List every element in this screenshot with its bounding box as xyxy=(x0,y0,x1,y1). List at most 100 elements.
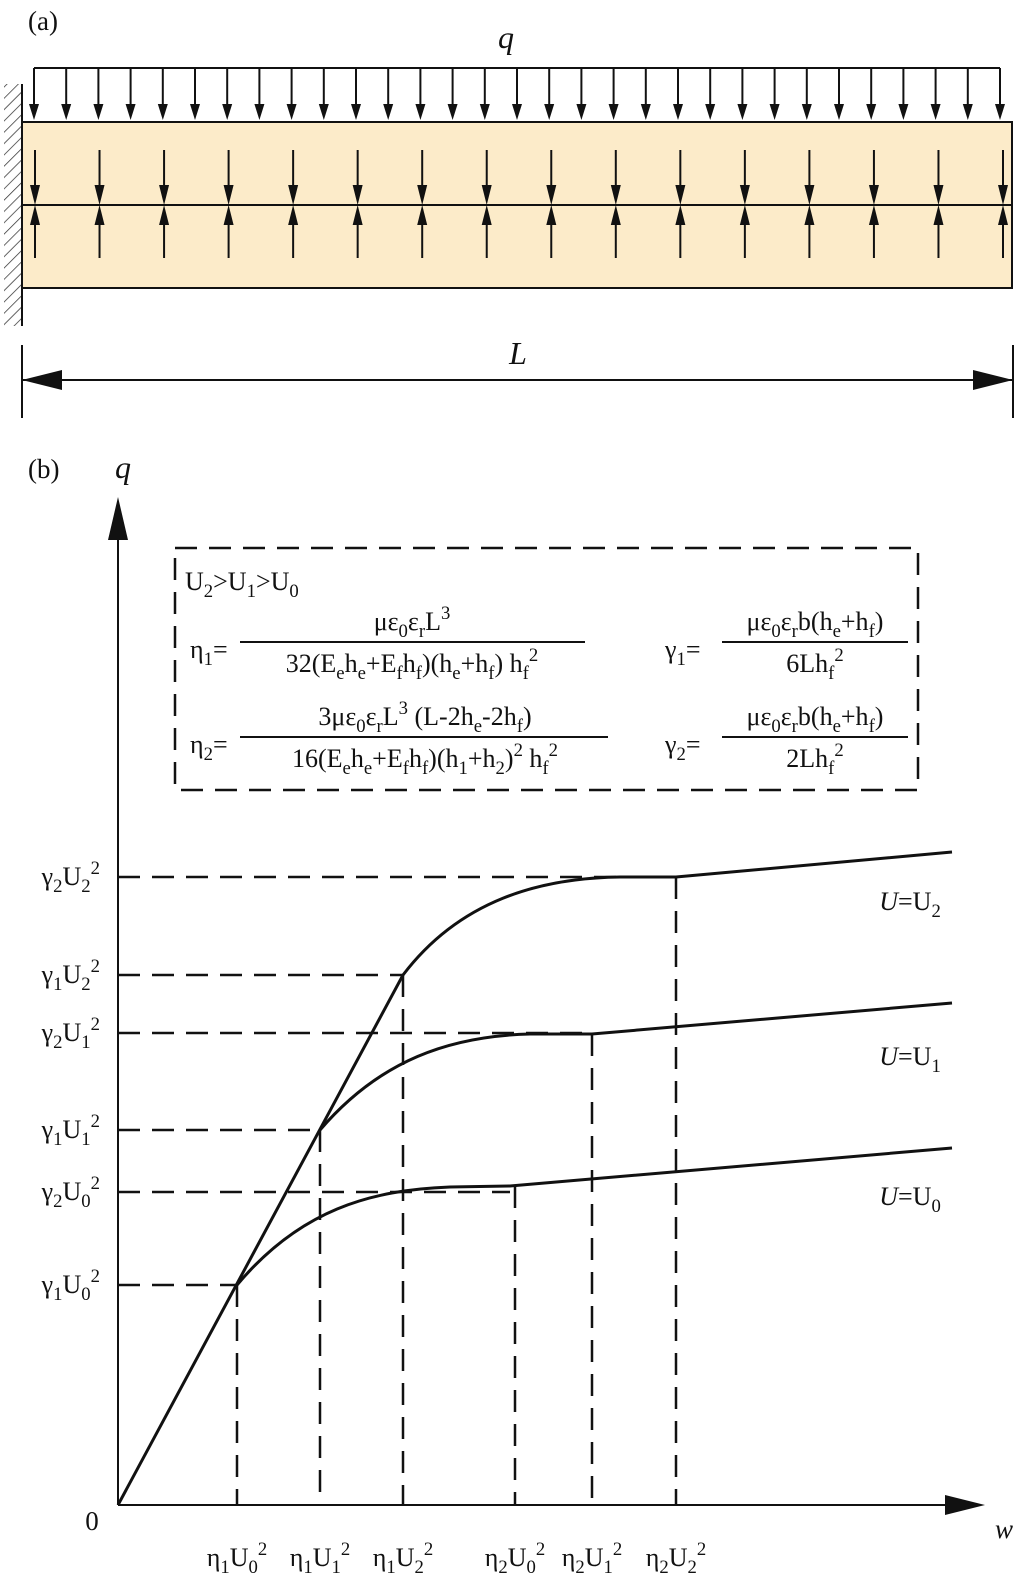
text-run: 1 xyxy=(931,1056,940,1077)
text-run: 1 xyxy=(204,649,213,670)
denominator: 16(Eehe+Efhf)(h1+h2)2 hf2 xyxy=(292,740,558,779)
formula-lhs: γ2= xyxy=(664,730,701,765)
text-run: f xyxy=(403,758,410,779)
text-run: L xyxy=(425,607,441,636)
arrowhead xyxy=(30,205,40,225)
numerator: με0εrb(he+hf) xyxy=(747,607,884,642)
curve-label: U=U1 xyxy=(879,1042,941,1077)
arrowhead xyxy=(834,104,844,120)
text-run: f xyxy=(523,663,530,684)
text-run: 2 xyxy=(81,876,90,897)
text-run: f xyxy=(869,621,876,642)
text-run: +h xyxy=(468,744,496,773)
text-run: +h xyxy=(841,702,869,731)
text-run: 1 xyxy=(53,1129,62,1150)
text-run: U xyxy=(63,1018,82,1047)
text-run: 2 xyxy=(677,744,686,765)
fixed-wall xyxy=(4,84,22,326)
formula-lhs: η2= xyxy=(190,730,228,765)
y-label: γ1U12 xyxy=(41,1111,100,1150)
text-run: r xyxy=(792,716,799,737)
text-run: U xyxy=(669,1543,688,1572)
text-run: U xyxy=(63,862,82,891)
formula-box xyxy=(173,546,920,792)
text-run: f xyxy=(828,663,835,684)
text-run: ε xyxy=(408,607,419,636)
arrowhead xyxy=(576,104,587,120)
x-label: η1U12 xyxy=(290,1539,350,1578)
text-run: γ xyxy=(41,862,54,891)
text-run: γ xyxy=(664,635,677,664)
arrowhead xyxy=(675,205,686,225)
arrowhead xyxy=(159,185,170,205)
text-run: η xyxy=(290,1543,304,1572)
text-run: = xyxy=(213,730,228,759)
text-run: e xyxy=(358,663,366,684)
text-run: f xyxy=(396,663,403,684)
text-run: U xyxy=(396,1543,415,1572)
length-label: L xyxy=(508,335,527,371)
y-arrowhead xyxy=(108,497,128,540)
text-run: )(h xyxy=(428,744,458,773)
load-arrows xyxy=(29,68,1008,258)
text-run: 16(E xyxy=(292,744,343,773)
text-run: U xyxy=(879,1042,900,1071)
text-run: U xyxy=(879,1182,900,1211)
arrowhead xyxy=(352,185,363,205)
arrowhead xyxy=(608,104,619,120)
arrowhead xyxy=(673,104,683,120)
arrowhead xyxy=(544,104,555,120)
panel-label: (b) xyxy=(28,454,59,484)
text-run: 2 xyxy=(258,1539,267,1560)
text-run: 2 xyxy=(659,1557,668,1578)
text-run: ) xyxy=(875,607,884,636)
text-run: με xyxy=(747,607,772,636)
text-run: +E xyxy=(372,744,403,773)
text-run: +E xyxy=(366,649,397,678)
text-run: ) xyxy=(505,744,514,773)
text-run: 2 xyxy=(688,1557,697,1578)
arrowhead xyxy=(417,205,428,225)
arrowhead xyxy=(286,104,297,120)
text-run: 2 xyxy=(834,645,843,666)
text-run: με xyxy=(374,607,399,636)
text-run: U xyxy=(63,1177,82,1206)
text-run: e xyxy=(364,758,372,779)
formula-lhs: η1= xyxy=(190,635,228,670)
text-run: =U xyxy=(898,1042,932,1071)
text-run: h xyxy=(351,744,364,773)
text-run: 2 xyxy=(498,1557,507,1578)
text-run: 2 xyxy=(415,1557,424,1578)
arrowhead xyxy=(223,185,234,205)
condition: U2>U1>U0 xyxy=(185,567,299,602)
arrowhead xyxy=(223,205,234,225)
arrowhead xyxy=(159,205,170,225)
text-run: e xyxy=(833,621,841,642)
text-run: 2 xyxy=(575,1557,584,1578)
curve-label: U=U2 xyxy=(879,887,941,922)
text-run: 0 xyxy=(81,1191,90,1212)
x-label: η2U12 xyxy=(562,1539,622,1578)
arrowhead xyxy=(737,104,748,120)
arrowhead xyxy=(417,185,428,205)
text-run: 0 xyxy=(771,621,780,642)
text-run: L xyxy=(383,702,399,731)
text-run: 1 xyxy=(247,581,256,602)
arrowhead xyxy=(94,205,105,225)
text-run: 2Lh xyxy=(786,744,828,773)
x-label: η2U02 xyxy=(485,1539,545,1578)
text-run: γ xyxy=(664,730,677,759)
arrowhead xyxy=(739,185,750,205)
text-run: 0 xyxy=(289,581,298,602)
text-run: 2 xyxy=(931,901,940,922)
arrowhead xyxy=(995,104,1005,120)
text-run: U xyxy=(313,1543,332,1572)
text-run: 2 xyxy=(91,1014,100,1035)
text-run: r xyxy=(792,621,799,642)
text-run: 6Lh xyxy=(786,649,828,678)
text-run: η xyxy=(190,730,204,759)
y-label: γ2U02 xyxy=(41,1173,100,1212)
text-run: η xyxy=(373,1543,387,1572)
text-run: 1 xyxy=(604,1557,613,1578)
